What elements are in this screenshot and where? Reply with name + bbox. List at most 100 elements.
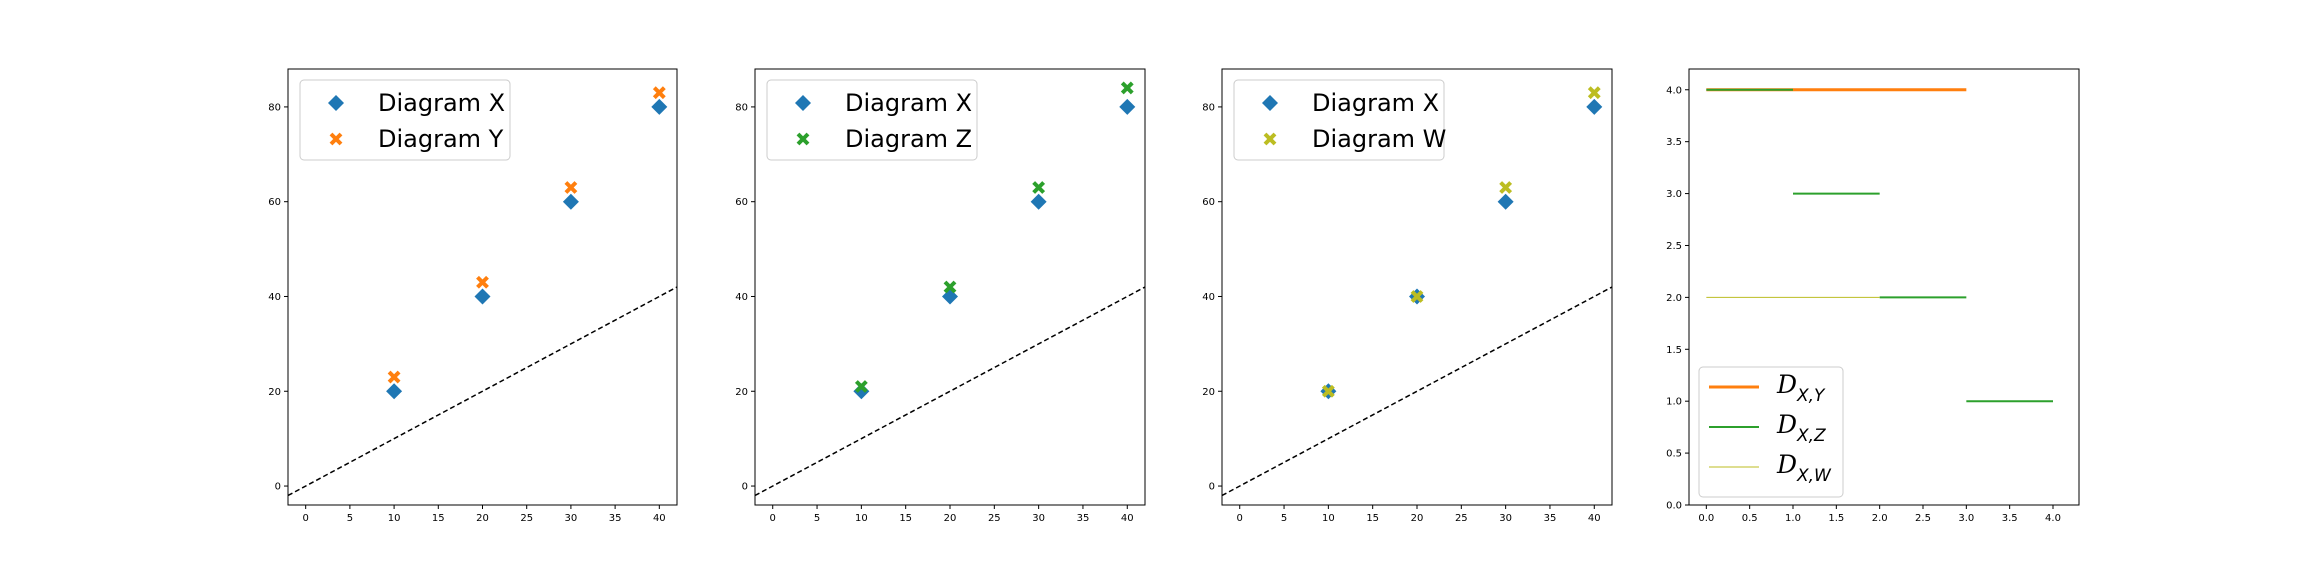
y-tick-label: 0.0 (1666, 501, 1682, 512)
axes-frame (1688, 68, 2080, 506)
legend-label-sub: X,W (1796, 466, 1832, 486)
legend-marker-diamond (1262, 95, 1278, 111)
x-tick-label: 5 (814, 513, 820, 524)
x-tick-label: 15 (899, 513, 912, 524)
x-tick-label: 0 (1237, 513, 1243, 524)
data-point-x (564, 181, 578, 194)
y-tick-label: 2.5 (1666, 241, 1682, 252)
axes-frame (287, 68, 678, 506)
y-tick-label: 20 (1202, 387, 1215, 398)
x-tick-label: 20 (944, 513, 957, 524)
reference-line (755, 286, 1145, 497)
axes-frame (754, 68, 1146, 506)
legend: Diagram X Diagram W (1233, 79, 1446, 161)
data-point-diamond (853, 383, 870, 400)
y-tick-label: 1.5 (1666, 345, 1682, 356)
data-point-diamond (1586, 98, 1603, 115)
x-tick-label: 2.5 (1915, 513, 1931, 524)
x-tick-label: 15 (432, 513, 445, 524)
data-point-x (1410, 290, 1424, 303)
y-tick-label: 20 (268, 387, 281, 398)
x-tick-label: 0.5 (1742, 513, 1758, 524)
legend-marker-x (1263, 132, 1277, 146)
legend-label-main: D (1776, 410, 1797, 439)
x-tick-label: 1.5 (1828, 513, 1844, 524)
y-tick-label: 0 (275, 482, 281, 493)
x-tick-label: 10 (855, 513, 868, 524)
data-point-diamond (1030, 193, 1047, 210)
x-tick-label: 40 (1121, 513, 1134, 524)
data-point-diamond (386, 383, 403, 400)
x-tick-label: 0 (302, 513, 308, 524)
y-tick-label: 0.5 (1666, 449, 1682, 460)
x-tick-label: 25 (1455, 513, 1468, 524)
reference-line (288, 286, 677, 497)
legend-frame (1233, 79, 1445, 161)
y-tick-label: 4.0 (1666, 85, 1682, 96)
legend-frame (1698, 366, 1844, 498)
x-tick-label: 35 (609, 513, 622, 524)
data-point-diamond (1119, 98, 1136, 115)
x-tick-label: 3.5 (2002, 513, 2018, 524)
y-tick-label: 20 (735, 387, 748, 398)
y-tick-label: 60 (1202, 197, 1215, 208)
data-point-x (476, 275, 489, 289)
x-tick-label: 0.0 (1698, 513, 1714, 524)
data-point-diamond (562, 193, 579, 210)
y-tick-label: 3.0 (1666, 189, 1682, 200)
y-tick-label: 60 (735, 197, 748, 208)
x-tick-label: 2.0 (1872, 513, 1888, 524)
x-tick-label: 35 (1544, 513, 1557, 524)
y-tick-label: 80 (735, 102, 748, 113)
x-tick-label: 25 (520, 513, 533, 524)
y-tick-label: 2.0 (1666, 293, 1682, 304)
data-point-x (943, 280, 957, 294)
legend: D X,YD X,ZD X,W (1698, 366, 1844, 498)
x-tick-label: 4.0 (2045, 513, 2061, 524)
y-tick-label: 1.0 (1666, 397, 1682, 408)
data-point-diamond (651, 98, 668, 115)
x-tick-label: 30 (1032, 513, 1045, 524)
legend-label: Diagram X (845, 89, 972, 117)
legend-label-sub: X,Y (1796, 386, 1826, 406)
y-tick-label: 60 (268, 197, 281, 208)
data-point-x (854, 380, 868, 393)
plot-area (1222, 86, 1612, 497)
x-tick-label: 3.0 (1958, 513, 1974, 524)
y-tick-label: 3.5 (1666, 137, 1682, 148)
legend-label-sub: X,Z (1796, 426, 1826, 446)
legend-marker-diamond (328, 95, 344, 111)
x-tick-label: 35 (1077, 513, 1090, 524)
data-point-x (1032, 181, 1046, 194)
legend-label: Diagram Y (378, 125, 504, 153)
x-tick-label: 40 (653, 513, 666, 524)
data-point-diamond (474, 288, 491, 305)
data-point-x (1587, 86, 1601, 100)
legend: Diagram X Diagram Z (766, 79, 978, 161)
x-tick-label: 20 (1411, 513, 1424, 524)
y-tick-label: 0 (742, 482, 748, 493)
x-tick-label: 1.0 (1785, 513, 1801, 524)
legend-marker-diamond (795, 95, 811, 111)
axes-frame (1221, 68, 1613, 506)
x-tick-label: 10 (388, 513, 401, 524)
data-point-diamond (1497, 193, 1514, 210)
legend-marker-x (329, 132, 343, 146)
chart-panel-4: 0.0 0.5 1.0 1.5 2.0 2.5 3.0 3.5 4.0 0.0 0.5 1.0 1.5 2… (1666, 68, 2080, 524)
legend-label-main: D (1776, 450, 1797, 479)
x-tick-label: 5 (1281, 513, 1287, 524)
data-point-x (1499, 181, 1513, 194)
data-point-x (1321, 384, 1335, 398)
y-tick-label: 40 (735, 292, 748, 303)
data-point-x (1120, 81, 1134, 95)
plot-area (1706, 88, 2053, 403)
data-point-x (387, 370, 401, 384)
x-tick-label: 25 (988, 513, 1001, 524)
legend-frame (299, 79, 511, 161)
x-tick-label: 10 (1322, 513, 1335, 524)
legend: Diagram X Diagram Y (299, 79, 511, 161)
